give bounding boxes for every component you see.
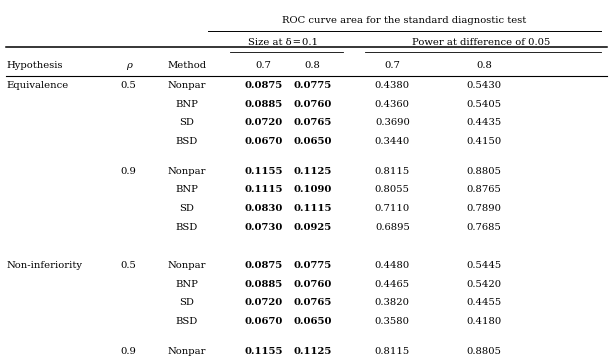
Text: 0.3580: 0.3580 bbox=[375, 317, 410, 326]
Text: Hypothesis: Hypothesis bbox=[6, 61, 63, 70]
Text: 0.1125: 0.1125 bbox=[294, 167, 332, 176]
Text: SD: SD bbox=[180, 118, 194, 127]
Text: 0.8765: 0.8765 bbox=[467, 185, 501, 194]
Text: 0.4480: 0.4480 bbox=[375, 261, 410, 270]
Text: 0.4465: 0.4465 bbox=[375, 280, 410, 289]
Text: 0.4180: 0.4180 bbox=[466, 317, 502, 326]
Text: 0.0875: 0.0875 bbox=[245, 81, 283, 90]
Text: 0.9: 0.9 bbox=[121, 167, 137, 176]
Text: 0.8805: 0.8805 bbox=[466, 167, 502, 176]
Text: BNP: BNP bbox=[175, 100, 199, 109]
Text: 0.8: 0.8 bbox=[305, 61, 321, 70]
Text: 0.8055: 0.8055 bbox=[375, 185, 410, 194]
Text: Nonpar: Nonpar bbox=[168, 347, 206, 356]
Text: 0.1155: 0.1155 bbox=[245, 167, 283, 176]
Text: 0.0765: 0.0765 bbox=[294, 298, 332, 307]
Text: 0.5420: 0.5420 bbox=[466, 280, 502, 289]
Text: 0.5: 0.5 bbox=[121, 261, 137, 270]
Text: 0.1115: 0.1115 bbox=[245, 185, 283, 194]
Text: 0.4150: 0.4150 bbox=[466, 137, 502, 146]
Text: Equivalence: Equivalence bbox=[6, 81, 69, 90]
Text: 0.0830: 0.0830 bbox=[245, 204, 283, 213]
Text: 0.0925: 0.0925 bbox=[294, 223, 332, 232]
Text: SD: SD bbox=[180, 204, 194, 213]
Text: 0.0885: 0.0885 bbox=[245, 100, 283, 109]
Text: 0.0885: 0.0885 bbox=[245, 280, 283, 289]
Text: 0.4435: 0.4435 bbox=[466, 118, 502, 127]
Text: 0.1155: 0.1155 bbox=[245, 347, 283, 356]
Text: 0.8805: 0.8805 bbox=[466, 347, 502, 356]
Text: 0.4455: 0.4455 bbox=[466, 298, 502, 307]
Text: BNP: BNP bbox=[175, 185, 199, 194]
Text: Power at difference of 0.05: Power at difference of 0.05 bbox=[412, 38, 550, 47]
Text: 0.6895: 0.6895 bbox=[375, 223, 409, 232]
Text: 0.8115: 0.8115 bbox=[375, 347, 410, 356]
Text: 0.3820: 0.3820 bbox=[375, 298, 410, 307]
Text: Nonpar: Nonpar bbox=[168, 167, 206, 176]
Text: 0.8115: 0.8115 bbox=[375, 167, 410, 176]
Text: 0.0775: 0.0775 bbox=[294, 81, 332, 90]
Text: Method: Method bbox=[167, 61, 207, 70]
Text: Nonpar: Nonpar bbox=[168, 81, 206, 90]
Text: 0.0765: 0.0765 bbox=[294, 118, 332, 127]
Text: Non-inferiority: Non-inferiority bbox=[6, 261, 82, 270]
Text: ρ: ρ bbox=[126, 61, 132, 70]
Text: 0.7685: 0.7685 bbox=[467, 223, 501, 232]
Text: 0.1115: 0.1115 bbox=[294, 204, 332, 213]
Text: 0.0720: 0.0720 bbox=[245, 118, 283, 127]
Text: 0.3440: 0.3440 bbox=[375, 137, 410, 146]
Text: BSD: BSD bbox=[176, 317, 198, 326]
Text: 0.0650: 0.0650 bbox=[294, 137, 332, 146]
Text: BNP: BNP bbox=[175, 280, 199, 289]
Text: Size at δ = 0.1: Size at δ = 0.1 bbox=[248, 38, 318, 47]
Text: 0.0720: 0.0720 bbox=[245, 298, 283, 307]
Text: 0.7890: 0.7890 bbox=[466, 204, 502, 213]
Text: 0.3690: 0.3690 bbox=[375, 118, 409, 127]
Text: 0.8: 0.8 bbox=[476, 61, 492, 70]
Text: SD: SD bbox=[180, 298, 194, 307]
Text: 0.5430: 0.5430 bbox=[466, 81, 502, 90]
Text: 0.1090: 0.1090 bbox=[294, 185, 332, 194]
Text: 0.0650: 0.0650 bbox=[294, 317, 332, 326]
Text: 0.0875: 0.0875 bbox=[245, 261, 283, 270]
Text: 0.9: 0.9 bbox=[121, 347, 137, 356]
Text: 0.0775: 0.0775 bbox=[294, 261, 332, 270]
Text: ROC curve area for the standard diagnostic test: ROC curve area for the standard diagnost… bbox=[283, 16, 527, 25]
Text: 0.0670: 0.0670 bbox=[245, 317, 283, 326]
Text: 0.7: 0.7 bbox=[256, 61, 272, 70]
Text: 0.0730: 0.0730 bbox=[245, 223, 283, 232]
Text: 0.4360: 0.4360 bbox=[375, 100, 410, 109]
Text: 0.0760: 0.0760 bbox=[294, 280, 332, 289]
Text: 0.4380: 0.4380 bbox=[375, 81, 410, 90]
Text: 0.1125: 0.1125 bbox=[294, 347, 332, 356]
Text: 0.0760: 0.0760 bbox=[294, 100, 332, 109]
Text: 0.5405: 0.5405 bbox=[466, 100, 502, 109]
Text: 0.7110: 0.7110 bbox=[375, 204, 410, 213]
Text: 0.5: 0.5 bbox=[121, 81, 137, 90]
Text: 0.0670: 0.0670 bbox=[245, 137, 283, 146]
Text: 0.5445: 0.5445 bbox=[466, 261, 502, 270]
Text: BSD: BSD bbox=[176, 223, 198, 232]
Text: BSD: BSD bbox=[176, 137, 198, 146]
Text: Nonpar: Nonpar bbox=[168, 261, 206, 270]
Text: 0.7: 0.7 bbox=[384, 61, 400, 70]
